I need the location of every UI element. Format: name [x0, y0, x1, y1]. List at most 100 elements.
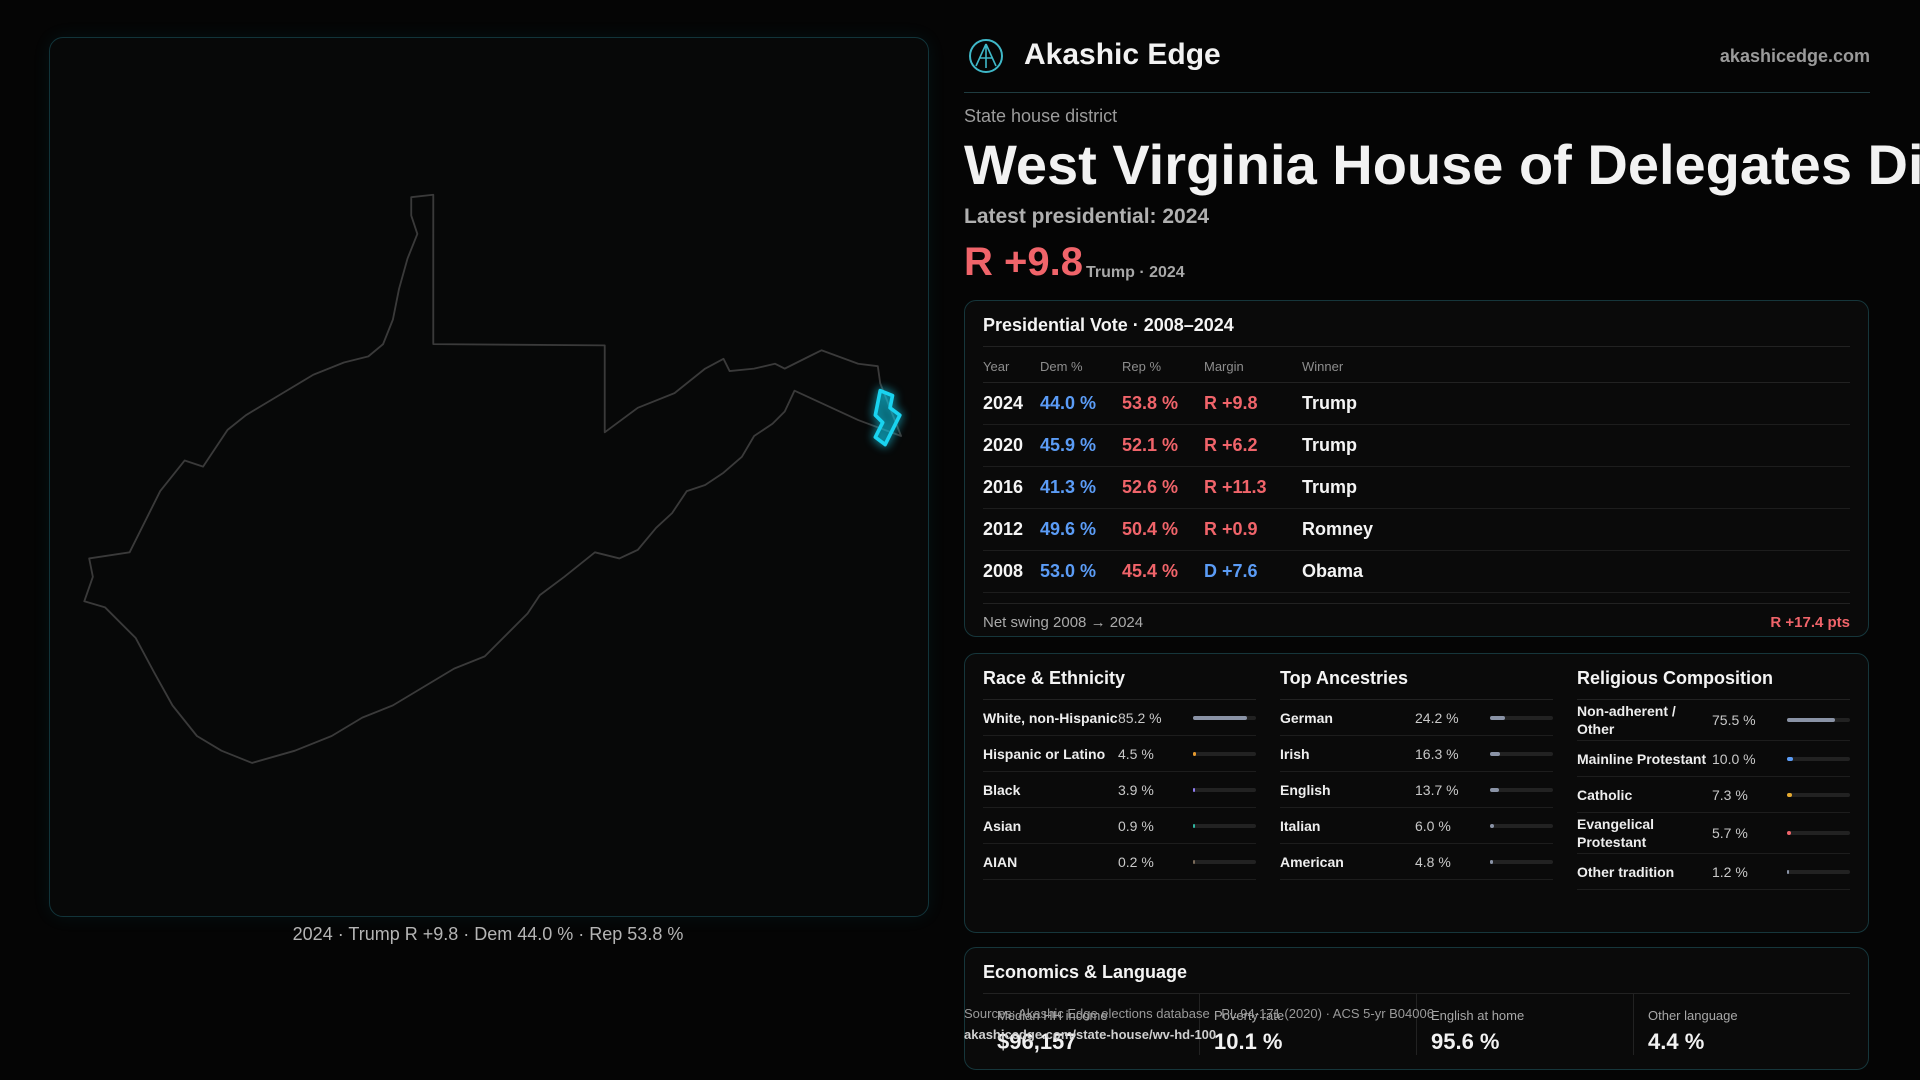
bar-track	[1787, 869, 1850, 874]
table-cell: R +9.8	[1204, 382, 1302, 425]
table-cell: Trump	[1302, 382, 1850, 425]
table-cell: 45.4 %	[1122, 550, 1204, 593]
demo-label: Catholic	[1577, 786, 1633, 803]
bar-track	[1490, 823, 1553, 828]
bar-track	[1193, 859, 1256, 864]
bar	[1193, 715, 1247, 720]
demo-value: 75.5 %	[1712, 712, 1756, 728]
demo-column: Top Ancestries German 24.2 % Irish 16.3 % Eng…	[1280, 654, 1553, 890]
card-title: Economics & Language	[983, 948, 1850, 994]
district-highlight	[873, 388, 902, 447]
demo-column: Race & Ethnicity White, non-Hispanic 85.2 …	[983, 654, 1256, 890]
table-row: 2016 41.3 % 52.6 % R +11.3 Trump	[983, 466, 1850, 509]
swing-value: R +17.4 pts	[1770, 614, 1850, 631]
stat-label: Median HH income	[997, 1008, 1108, 1023]
state-outline	[83, 193, 902, 764]
demo-label: Non-adherent / Other	[1577, 703, 1676, 737]
demo-value: 1.2 %	[1712, 863, 1748, 880]
table-row: 2020 45.9 % 52.1 % R +6.2 Trump	[983, 424, 1850, 467]
column-header: Dem %	[1040, 347, 1122, 383]
stat-value: 10.1 %	[1214, 1029, 1283, 1054]
brand-logo	[969, 39, 1003, 73]
bar-track	[1193, 715, 1256, 720]
demo-row: Non-adherent / Other 75.5 %	[1577, 700, 1850, 741]
demo-row: Asian 0.9 %	[983, 808, 1256, 844]
column-header: Rep %	[1122, 347, 1204, 383]
bar	[1787, 718, 1835, 722]
map-panel	[49, 37, 929, 917]
column-header: Winner	[1302, 347, 1850, 383]
bar	[1490, 751, 1501, 756]
bar-track	[1787, 831, 1850, 835]
demo-value: 6.0 %	[1415, 817, 1451, 834]
latest-label: Latest presidential: 2024	[964, 205, 1210, 228]
bar	[1787, 869, 1789, 874]
demo-label: Evangelical Protestant	[1577, 816, 1655, 850]
table-cell: 52.6 %	[1122, 466, 1204, 509]
demo-value: 85.2 %	[1118, 709, 1162, 726]
bar-track	[1193, 823, 1256, 828]
table-cell: 2024	[983, 382, 1040, 425]
header-rule	[964, 92, 1870, 93]
bar-track	[1490, 715, 1553, 720]
demo-row: Evangelical Protestant 5.7 %	[1577, 813, 1850, 854]
demo-row: Italian 6.0 %	[1280, 808, 1553, 844]
site-url[interactable]: akashicedge.com	[1719, 46, 1870, 66]
demo-label: German	[1280, 709, 1333, 726]
latest-margin: R +9.8	[964, 240, 1083, 284]
stat-value: 4.4 %	[1648, 1029, 1705, 1054]
presidential-table: Year Dem % Rep % Margin Winner 2024 44.0 % 53.8…	[983, 347, 1850, 593]
table-cell: 52.1 %	[1122, 424, 1204, 467]
bar	[1193, 787, 1196, 792]
district-kind: State house district	[964, 106, 1118, 126]
stat: Poverty rate 10.1 %	[1199, 994, 1416, 1055]
demo-label: Asian	[983, 817, 1022, 834]
bar	[1490, 787, 1499, 792]
table-row: 2008 53.0 % 45.4 % D +7.6 Obama	[983, 550, 1850, 593]
demo-value: 3.9 %	[1118, 781, 1154, 798]
bar-track	[1787, 792, 1850, 797]
economics-card: Economics & Language Median HH income $96…	[964, 947, 1869, 1070]
table-cell: 44.0 %	[1040, 382, 1122, 425]
demo-value: 4.8 %	[1415, 853, 1451, 870]
column-header: Year	[983, 347, 1040, 383]
swing-label: Net swing 2008 → 2024	[983, 614, 1144, 631]
table-row: 2024 44.0 % 53.8 % R +9.8 Trump	[983, 382, 1850, 425]
bar-track	[1490, 787, 1553, 792]
demo-row: German 24.2 %	[1280, 700, 1553, 736]
demo-value: 13.7 %	[1415, 781, 1459, 798]
table-cell: 53.8 %	[1122, 382, 1204, 425]
table-cell: Trump	[1302, 466, 1850, 509]
table-row: 2012 49.6 % 50.4 % R +0.9 Romney	[983, 508, 1850, 551]
table-cell: Trump	[1302, 424, 1850, 467]
table-cell: 2016	[983, 466, 1040, 509]
demo-row: Black 3.9 %	[983, 772, 1256, 808]
demo-value: 7.3 %	[1712, 786, 1748, 803]
demo-value: 0.9 %	[1118, 817, 1154, 834]
bar	[1490, 715, 1506, 720]
table-cell: 2020	[983, 424, 1040, 467]
bar	[1490, 859, 1494, 864]
table-cell: 50.4 %	[1122, 508, 1204, 551]
stat-label: English at home	[1431, 1008, 1525, 1023]
table-cell: 2012	[983, 508, 1040, 551]
demo-label: Italian	[1280, 817, 1321, 834]
source-url[interactable]: akashicedge.com/state-house/wv-hd-100	[964, 1027, 1217, 1042]
stat-value: 95.6 %	[1431, 1029, 1500, 1054]
table-cell: Obama	[1302, 550, 1850, 593]
table-cell: Romney	[1302, 508, 1850, 551]
demo-row: Irish 16.3 %	[1280, 736, 1553, 772]
demo-value: 5.7 %	[1712, 825, 1748, 841]
demo-row: American 4.8 %	[1280, 844, 1553, 880]
demo-value: 10.0 %	[1712, 750, 1756, 767]
detail-panel: Akashic Edge akashicedge.com State house…	[964, 0, 1920, 1080]
demo-value: 0.2 %	[1118, 853, 1154, 870]
column-header: Margin	[1204, 347, 1302, 383]
table-cell: 2008	[983, 550, 1040, 593]
demo-label: Black	[983, 781, 1021, 798]
table-cell: R +11.3	[1204, 466, 1302, 509]
card-title: Top Ancestries	[1280, 654, 1553, 700]
bar-track	[1193, 751, 1256, 756]
demo-column: Religious Composition Non-adherent / Othe…	[1577, 654, 1850, 890]
